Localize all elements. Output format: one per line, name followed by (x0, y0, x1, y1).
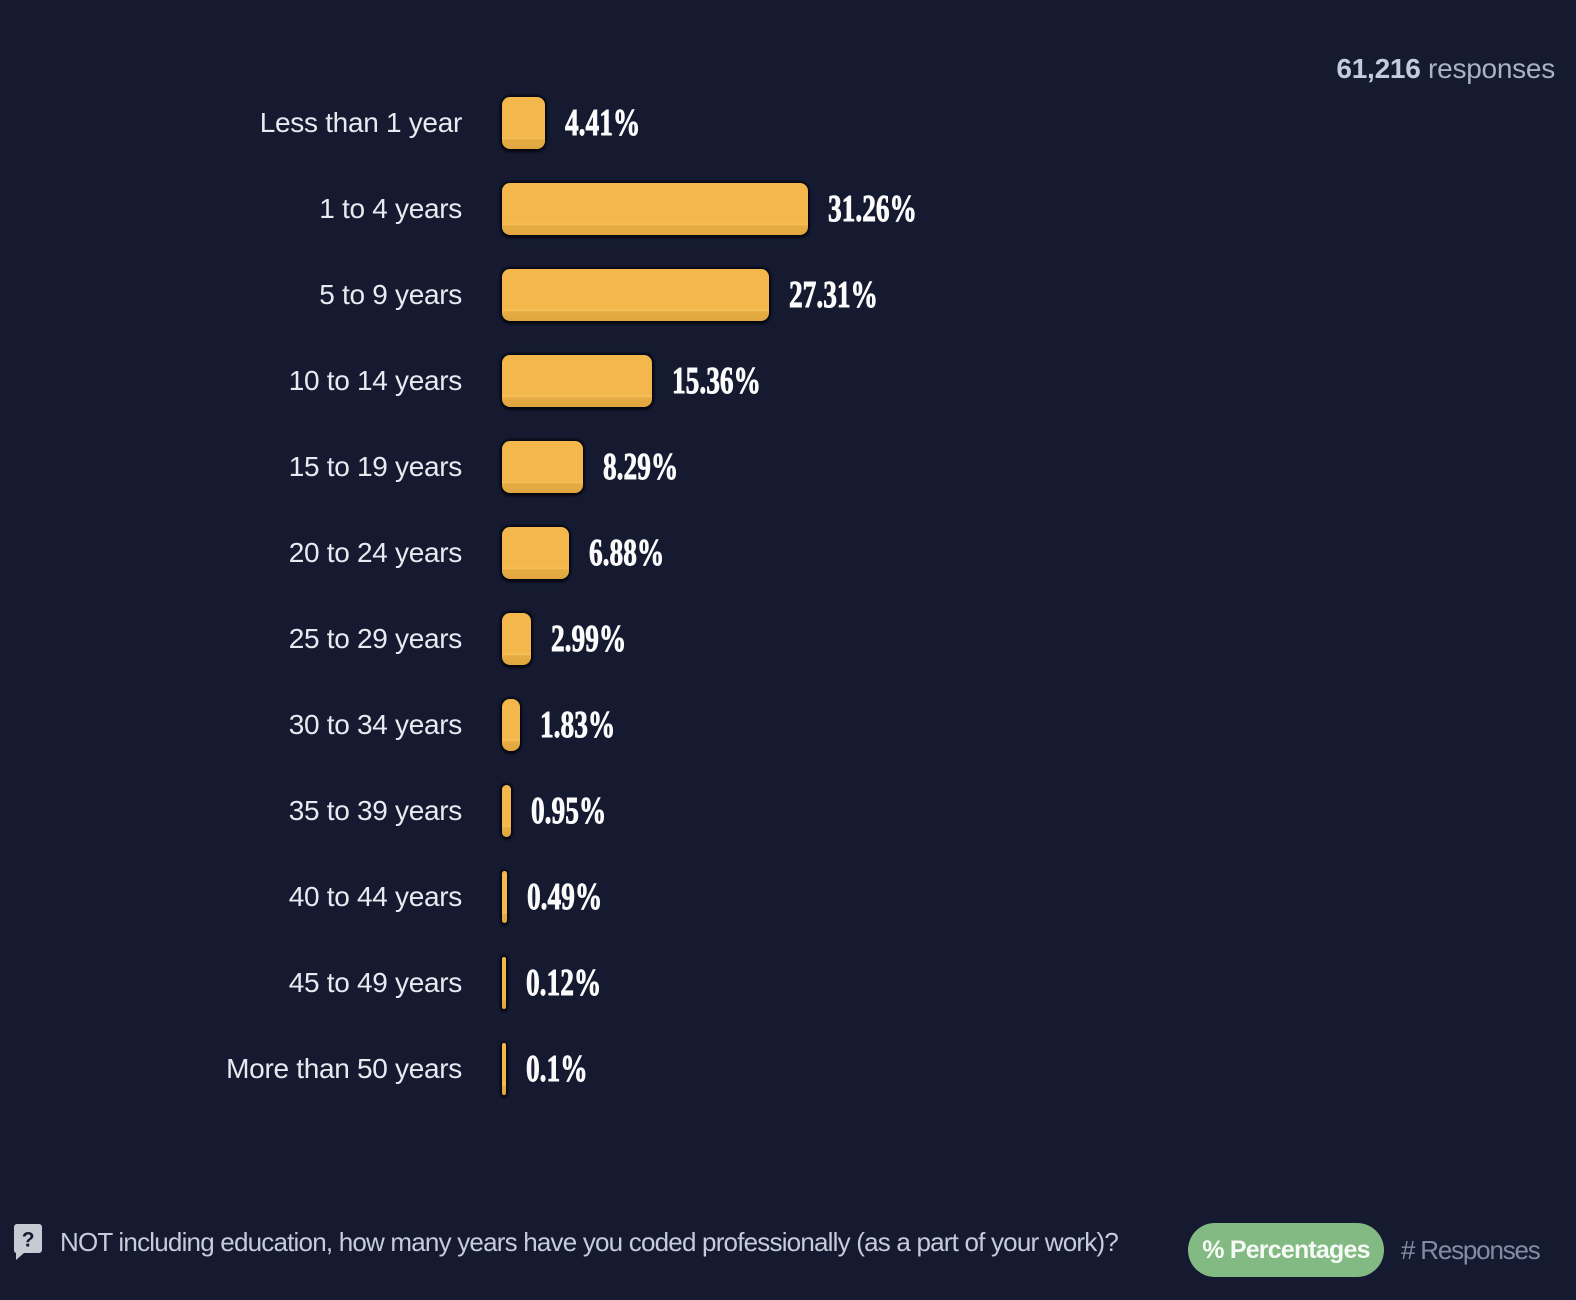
svg-text:?: ? (22, 1229, 35, 1252)
